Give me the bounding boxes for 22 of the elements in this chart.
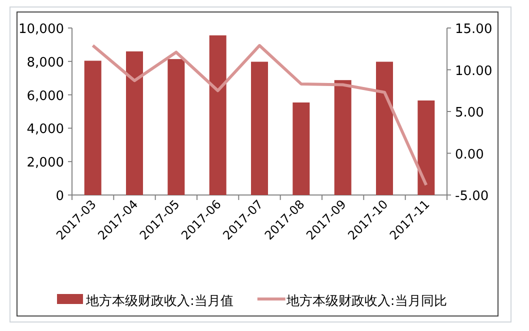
y2-tick-label: 10.00 [455, 64, 492, 79]
bar [334, 80, 352, 195]
bar [376, 62, 393, 195]
bar [126, 51, 143, 195]
y-tick-label: 8,000 [26, 55, 64, 70]
bar [209, 35, 226, 195]
y-tick-label: 10,000 [18, 22, 64, 37]
y2-tick-label: 5.00 [455, 106, 484, 120]
legend-label: 地方本级财政收入:当月值 [85, 293, 234, 309]
bar [418, 100, 435, 195]
bar [292, 102, 310, 195]
y-tick-label: 0 [56, 189, 64, 204]
y2-tick-label: 15.00 [455, 22, 492, 37]
y-tick-label: 6,000 [26, 88, 64, 104]
y-tick-label: 2,000 [26, 156, 64, 171]
bar [84, 60, 102, 195]
y-tick-label: 4,000 [26, 122, 64, 138]
y2-tick-label: 0.00 [455, 147, 484, 162]
bar [251, 62, 268, 195]
legend-label: 地方本级财政收入:当月同比 [285, 293, 447, 309]
bar [168, 59, 185, 195]
y2-tick-label: -5.00 [455, 189, 489, 204]
